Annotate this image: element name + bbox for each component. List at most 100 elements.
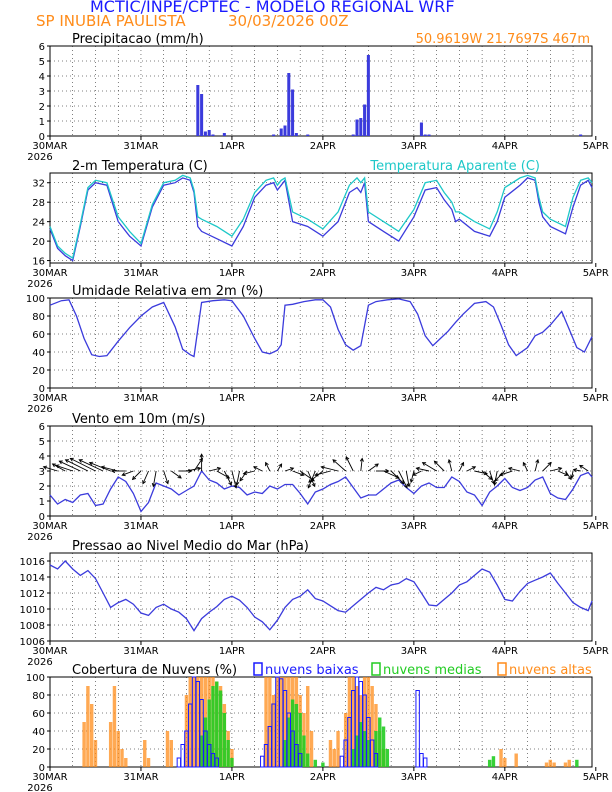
- x-year-label: 2026: [27, 657, 52, 668]
- cloud-bar-nuvens-altas: [89, 704, 94, 767]
- wind-vector: [284, 467, 294, 472]
- wind-vector: [458, 462, 464, 472]
- cloud-bar-nuvens-altas: [563, 762, 568, 767]
- wind-arrowhead: [278, 463, 283, 468]
- x-year-label: 2026: [27, 404, 52, 415]
- cloud-bar-nuvens-altas: [332, 749, 336, 767]
- cloud-bar-nuvens-altas: [279, 677, 283, 767]
- wind-arrowhead: [564, 472, 569, 476]
- legend-label-nuvens-altas: nuvens altas: [509, 663, 592, 678]
- cloud-bar-nuvens-baixas: [415, 690, 420, 768]
- wind-arrowhead: [228, 481, 232, 486]
- cloud-bar-nuvens-medias: [355, 735, 359, 767]
- precip-bar: [283, 125, 287, 136]
- wind-arrowhead: [471, 466, 477, 470]
- precip-bar: [200, 94, 204, 136]
- x-tick-label: 1APR: [219, 393, 245, 404]
- cloud-bar-nuvens-medias: [362, 731, 367, 767]
- wind-vector: [332, 459, 346, 472]
- precip-bar: [279, 128, 283, 136]
- y-tick-label: 2: [39, 482, 45, 493]
- precip-bar: [423, 134, 427, 136]
- precip-bar: [287, 73, 291, 136]
- precip-bar: [363, 104, 367, 136]
- cloud-bar-nuvens-altas: [336, 731, 340, 767]
- precip-bar: [291, 89, 295, 136]
- wind-vector: [186, 467, 201, 472]
- x-tick-label: 3APR: [401, 772, 427, 783]
- panel-umidade: [47, 297, 597, 392]
- wind-arrowhead: [165, 480, 169, 485]
- wind-vector: [398, 470, 408, 489]
- series-line-vento-0: [49, 469, 593, 513]
- x-year-label: 2026: [27, 279, 52, 290]
- wind-vector: [236, 470, 240, 486]
- cloud-bar-nuvens-medias: [207, 699, 211, 767]
- wind-vector: [448, 459, 453, 472]
- wind-arrowhead: [494, 477, 499, 482]
- wind-vector: [307, 470, 316, 487]
- station-coords: 50.9619W 21.7697S 467m: [416, 32, 590, 47]
- wind-arrowhead: [300, 472, 305, 477]
- cloud-bar-nuvens-altas: [82, 722, 86, 767]
- y-tick-label: 5: [39, 57, 45, 68]
- x-tick-label: 30MAR: [32, 268, 67, 279]
- x-tick-label: 2APR: [310, 646, 336, 657]
- wind-arrowhead: [88, 461, 94, 466]
- y-tick-label: 6: [39, 42, 45, 53]
- panel-vento: [42, 425, 597, 520]
- cloud-bar-nuvens-altas: [146, 758, 151, 767]
- panel-title-precipitacao: Precipitacao (mm/h): [72, 32, 204, 47]
- cloud-bar-nuvens-altas: [552, 762, 556, 767]
- x-tick-label: 4APR: [492, 521, 518, 532]
- wind-vector: [494, 470, 506, 482]
- series-line-temperatura-0: [49, 177, 593, 262]
- panel-title-pressao: Pressao ao Nivel Medio do Mar (hPa): [72, 539, 309, 554]
- y-tick-label: 0: [39, 512, 45, 523]
- y-tick-label: 40: [32, 348, 45, 359]
- cloud-bar-nuvens-altas: [199, 677, 204, 767]
- wind-arrowhead: [64, 459, 70, 463]
- y-tick-label: 3: [39, 467, 45, 478]
- wind-arrowhead: [235, 481, 240, 486]
- wind-vector: [573, 469, 581, 472]
- wind-arrowhead: [121, 472, 126, 477]
- x-tick-label: 31MAR: [123, 141, 158, 152]
- wind-vector: [321, 466, 339, 472]
- wind-arrowhead: [507, 466, 513, 471]
- wind-arrowhead: [447, 458, 452, 464]
- wind-arrowhead: [110, 468, 116, 474]
- panel-frame-nuvens: [49, 676, 593, 768]
- x-tick-label: 31MAR: [123, 268, 158, 279]
- wind-arrowhead: [55, 464, 60, 469]
- precip-bar: [355, 119, 359, 136]
- x-tick-label: 1APR: [219, 521, 245, 532]
- y-tick-label: 100: [26, 294, 45, 305]
- x-tick-label: 3APR: [401, 521, 427, 532]
- wind-vector: [434, 460, 445, 472]
- wind-arrowhead: [332, 459, 337, 464]
- cloud-bar-nuvens-altas: [116, 731, 120, 767]
- wind-arrowhead: [100, 465, 105, 470]
- y-tick-label: 20: [32, 745, 45, 756]
- wind-vector: [412, 470, 422, 476]
- panel-frame-temperatura: [49, 172, 593, 264]
- wind-vector: [416, 467, 430, 472]
- wind-vector: [277, 463, 282, 472]
- cloud-bar-nuvens-altas: [196, 677, 200, 767]
- wind-arrowhead: [547, 461, 552, 467]
- wind-vector: [65, 459, 89, 472]
- cloud-bar-nuvens-altas: [143, 740, 147, 767]
- y-tick-label: 60: [32, 330, 45, 341]
- x-tick-label: 31MAR: [123, 646, 158, 657]
- wind-vector: [368, 463, 379, 472]
- wind-vector: [101, 466, 119, 472]
- wind-arrowhead: [196, 466, 202, 471]
- wind-vector: [405, 470, 410, 487]
- wind-arrowhead: [42, 465, 48, 470]
- x-tick-label: 4APR: [492, 646, 518, 657]
- wind-vector: [422, 462, 437, 472]
- y-tick-label: 1: [39, 117, 45, 128]
- cloud-bar-nuvens-medias: [294, 704, 299, 767]
- precip-bar: [579, 134, 583, 136]
